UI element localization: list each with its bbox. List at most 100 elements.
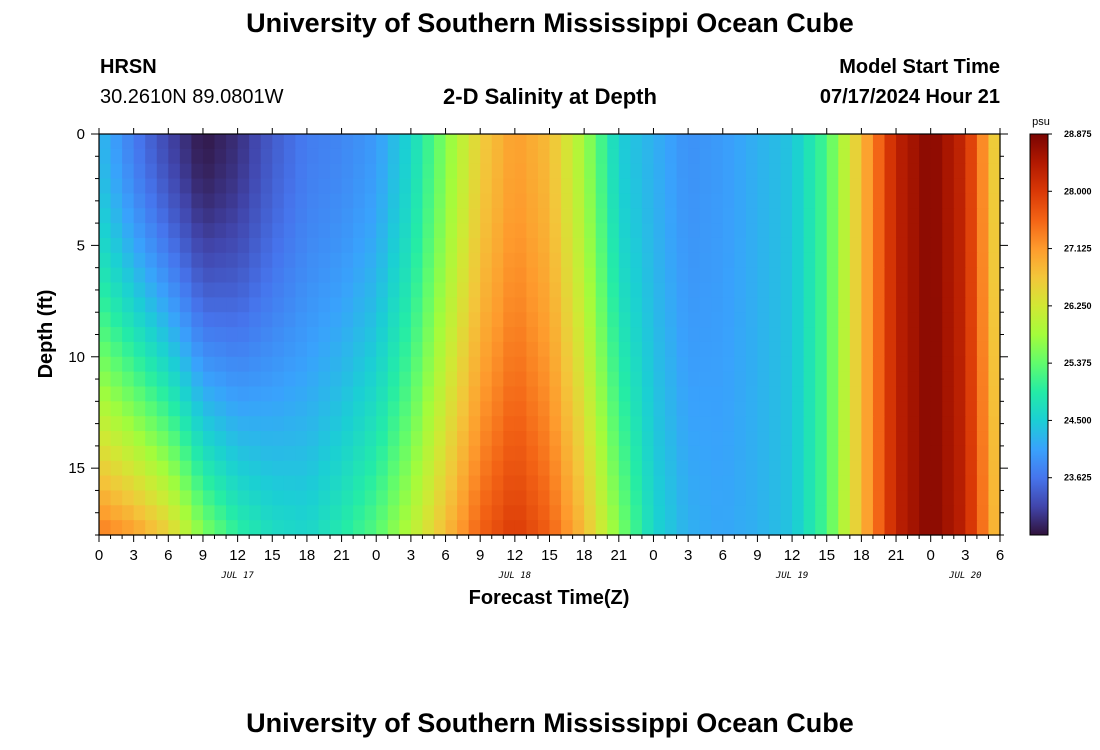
x-tick-label: 3 — [961, 547, 969, 564]
heatmap-cell — [595, 148, 608, 165]
heatmap-cell — [676, 297, 689, 313]
heatmap-cell — [815, 401, 828, 417]
heatmap-cell — [618, 386, 631, 402]
heatmap-cell — [526, 193, 539, 209]
heatmap-cell — [457, 134, 470, 150]
heatmap-cell — [815, 341, 828, 358]
heatmap-cell — [618, 460, 631, 477]
heatmap-cell — [99, 505, 112, 521]
heatmap-cell — [156, 148, 169, 165]
heatmap-cell — [330, 252, 343, 269]
heatmap-cell — [641, 505, 655, 521]
heatmap-cell — [976, 267, 990, 284]
heatmap-cell — [295, 178, 308, 195]
heatmap-cell — [792, 163, 805, 180]
heatmap-cell — [168, 297, 181, 313]
heatmap-cell — [549, 237, 562, 254]
heatmap-cell — [399, 505, 412, 521]
heatmap-cell — [768, 223, 782, 239]
heatmap-cell — [688, 193, 701, 209]
heatmap-cell — [953, 341, 966, 358]
x-tick-label: 6 — [441, 547, 449, 564]
heatmap-cell — [191, 371, 204, 388]
heatmap-cell — [584, 134, 597, 150]
heatmap-cell — [595, 356, 608, 373]
heatmap-cell — [353, 371, 366, 388]
heatmap-cell — [387, 163, 400, 180]
heatmap-cell — [341, 134, 354, 150]
heatmap-cell — [768, 341, 782, 358]
heatmap-cell — [156, 431, 169, 447]
heatmap-cell — [237, 386, 250, 402]
heatmap-cell — [607, 520, 620, 536]
heatmap-cell — [826, 475, 839, 492]
heatmap-cell — [711, 327, 724, 343]
heatmap-cell — [653, 445, 666, 462]
heatmap-cell — [537, 341, 551, 358]
heatmap-cell — [330, 431, 343, 447]
heatmap-cell — [526, 208, 539, 224]
heatmap-cell — [537, 445, 551, 462]
heatmap-cell — [734, 341, 747, 358]
heatmap-cell — [226, 208, 239, 224]
heatmap-cell — [318, 490, 331, 506]
heatmap-cell — [665, 341, 678, 358]
heatmap-cell — [676, 520, 689, 536]
heatmap-cell — [745, 223, 759, 239]
heatmap-cell — [202, 416, 216, 432]
heatmap-cell — [110, 505, 123, 521]
heatmap-cell — [202, 490, 216, 506]
heatmap-cell — [699, 178, 712, 195]
heatmap-cell — [872, 193, 886, 209]
heatmap-cell — [965, 475, 978, 492]
heatmap-cell — [122, 312, 135, 328]
heatmap-cell — [410, 475, 424, 492]
heatmap-cell — [480, 223, 493, 239]
heatmap-cell — [214, 371, 227, 388]
heatmap-cell — [387, 475, 400, 492]
heatmap-cell — [561, 416, 574, 432]
heatmap-cell — [179, 193, 193, 209]
heatmap-cell — [630, 252, 643, 269]
heatmap-cell — [965, 401, 978, 417]
heatmap-cell — [896, 401, 909, 417]
heatmap-cell — [942, 371, 955, 388]
y-tick-label: 10 — [68, 349, 85, 366]
heatmap-cell — [364, 341, 377, 358]
heatmap-cell — [745, 431, 759, 447]
heatmap-cell — [376, 193, 389, 209]
heatmap-cell — [399, 178, 412, 195]
heatmap-cell — [561, 386, 574, 402]
heatmap-cell — [341, 193, 354, 209]
heatmap-cell — [930, 148, 943, 165]
heatmap-cell — [145, 520, 158, 536]
heatmap-cell — [711, 475, 724, 492]
heatmap-cell — [503, 445, 516, 462]
heatmap-cell — [99, 267, 112, 284]
heatmap-cell — [884, 148, 897, 165]
heatmap-cell — [976, 386, 990, 402]
heatmap-cell — [387, 520, 400, 536]
heatmap-cell — [745, 490, 759, 506]
heatmap-cell — [376, 341, 389, 358]
heatmap-cell — [99, 297, 112, 313]
heatmap-cell — [630, 327, 643, 343]
heatmap-cell — [433, 252, 447, 269]
heatmap-cell — [572, 148, 585, 165]
heatmap-cell — [838, 178, 851, 195]
heatmap-cell — [503, 178, 516, 195]
heatmap-cell — [133, 445, 146, 462]
heatmap-cell — [318, 178, 331, 195]
heatmap-cell — [930, 267, 943, 284]
heatmap-cell — [942, 401, 955, 417]
heatmap-cell — [168, 267, 181, 284]
heatmap-cell — [422, 297, 435, 313]
heatmap-cell — [249, 490, 262, 506]
heatmap-cell — [283, 520, 296, 536]
heatmap-cell — [433, 312, 447, 328]
heatmap-cell — [584, 505, 597, 521]
heatmap-cell — [884, 223, 897, 239]
heatmap-cell — [226, 356, 239, 373]
heatmap-cell — [618, 223, 631, 239]
heatmap-cell — [896, 431, 909, 447]
